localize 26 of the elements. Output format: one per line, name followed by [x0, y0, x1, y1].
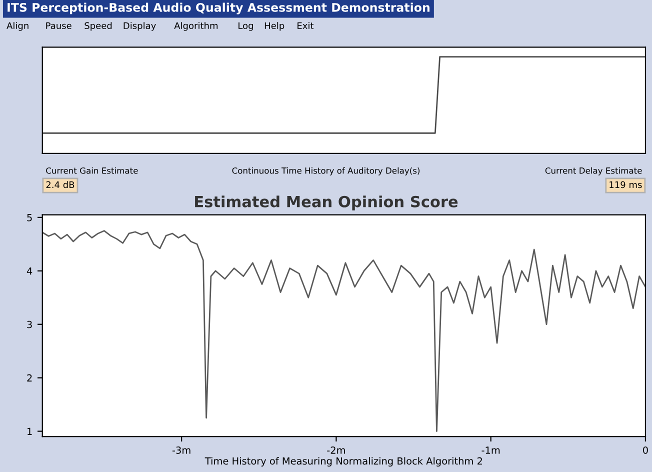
x-tick-label: -2m	[327, 446, 345, 454]
text: Algorithm	[174, 22, 218, 31]
chart-title: ITS Perception-Based Audio Quality Assessment Demonstration	[8, 2, 430, 14]
y-tick-label: 1	[28, 428, 32, 435]
text: 119 ms	[610, 181, 642, 188]
y-tick-label: 5	[27, 214, 32, 222]
text: Exit	[298, 22, 314, 29]
text: Current Delay Estimate	[545, 167, 642, 176]
text: Pause	[46, 22, 72, 30]
text: Help	[264, 22, 284, 31]
x-tick-label: -1m	[482, 446, 500, 454]
y-tick-label: 2	[27, 374, 32, 382]
text: 2.4 dB	[46, 181, 74, 188]
line-series	[42, 230, 646, 432]
y-tick-label: 4	[26, 267, 32, 275]
text: Align	[6, 22, 28, 31]
text: Continuous Time History of Auditory Delay(s)	[232, 167, 420, 176]
text: Speed	[84, 22, 112, 31]
text: Current Gain Estimate	[46, 167, 138, 174]
y-tick-label: 3	[27, 320, 32, 328]
text: Display	[124, 22, 156, 31]
x-tick-label: -3m	[172, 446, 190, 454]
x-tick-label: 0	[643, 446, 648, 454]
text: Log	[238, 22, 253, 31]
chart-title: Estimated Mean Opinion Score	[195, 196, 458, 210]
x-axis-title: Time History of Measuring Normalizing Block Algorithm 2	[204, 457, 482, 467]
